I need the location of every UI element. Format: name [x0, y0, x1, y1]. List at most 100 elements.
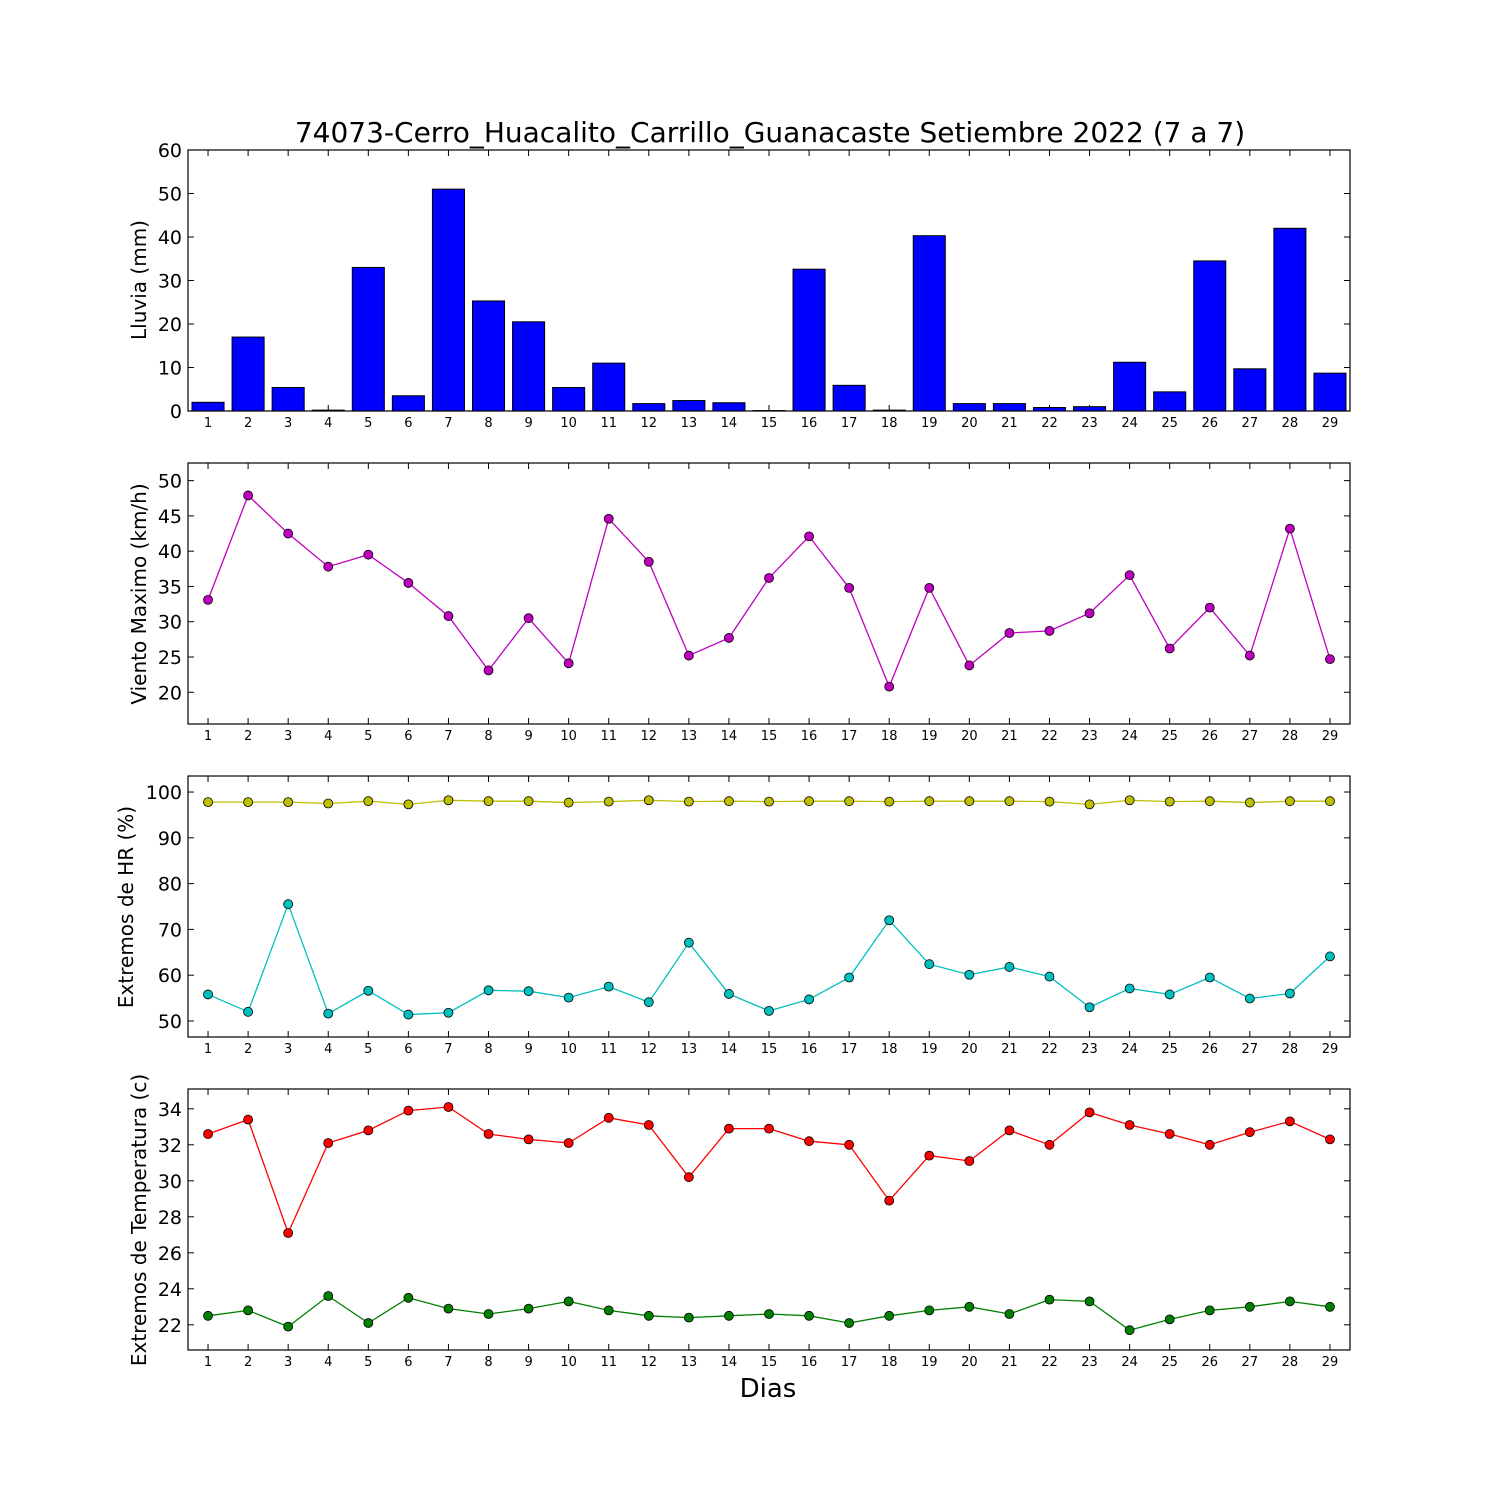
rain-xtick-label: 26 [1201, 416, 1218, 431]
wind-xtick-label: 12 [641, 729, 658, 744]
rain-bar [1273, 227, 1307, 412]
humidity-xtick-label: 29 [1322, 1042, 1339, 1057]
humidity-point [203, 797, 213, 807]
humidity-point [764, 1006, 774, 1016]
humidity-point [683, 796, 694, 807]
wind-point [323, 561, 334, 572]
wind-ytick-label: 45 [158, 506, 182, 528]
rain-bar [471, 300, 506, 412]
humidity-point [643, 795, 654, 806]
humidity-xtick-label: 11 [600, 1042, 617, 1057]
rain-xtick-label: 24 [1121, 416, 1138, 431]
temperature-xtick-label: 3 [284, 1355, 292, 1370]
wind-point [643, 556, 654, 567]
wind-point [804, 531, 814, 542]
humidity-point [483, 796, 494, 807]
wind-xtick-label: 13 [681, 729, 698, 744]
wind-point [1004, 628, 1015, 638]
temperature-point [203, 1129, 213, 1139]
rain-xtick-label: 6 [404, 416, 412, 431]
wind-point [724, 633, 734, 643]
rain-bar [672, 400, 706, 412]
humidity-point [844, 972, 855, 983]
wind-point [403, 578, 414, 588]
humidity-point [924, 959, 935, 970]
temperature-xtick-label: 20 [961, 1355, 978, 1370]
rain-xtick-label: 8 [484, 416, 492, 431]
humidity-point [884, 796, 895, 807]
rain-bar [792, 268, 826, 412]
wind-xtick-label: 24 [1121, 729, 1138, 744]
rain-ytick-label: 60 [158, 140, 182, 162]
wind-ytick-label: 50 [158, 471, 182, 493]
rain-xtick-label: 22 [1041, 416, 1058, 431]
humidity-point [1284, 796, 1295, 807]
wind-xtick-label: 9 [524, 729, 532, 744]
humidity-point [523, 986, 534, 997]
temperature-point [323, 1138, 334, 1148]
rain-ylabel: Lluvia (mm) [127, 220, 151, 340]
temperature-point [1164, 1314, 1175, 1325]
humidity-xtick-label: 9 [524, 1042, 532, 1057]
wind-point [764, 573, 774, 583]
temperature-axes-frame [187, 1088, 1351, 1351]
rain-xtick-label: 20 [961, 416, 978, 431]
temperature-xtick-label: 5 [364, 1355, 372, 1370]
rain-xtick-label: 10 [560, 416, 577, 431]
rain-xtick-label: 14 [721, 416, 738, 431]
temperature-point [804, 1136, 814, 1147]
wind-xtick-label: 10 [560, 729, 577, 744]
humidity-point [764, 796, 774, 807]
temperature-point [804, 1310, 814, 1321]
rain-bar [431, 188, 465, 412]
temperature-point [924, 1150, 935, 1161]
humidity-point [804, 796, 814, 807]
rain-xtick-label: 18 [881, 416, 898, 431]
wind-ylabel: Viento Maximo (km/h) [127, 483, 151, 704]
wind-point [1164, 643, 1175, 654]
wind-ytick-label: 20 [158, 682, 182, 704]
temperature-point [1044, 1294, 1055, 1305]
temperature-xtick-label: 7 [444, 1355, 452, 1370]
wind-point [243, 490, 254, 501]
humidity-xtick-label: 12 [641, 1042, 658, 1057]
temperature-xtick-label: 4 [324, 1355, 332, 1370]
wind-xtick-label: 21 [1001, 729, 1018, 744]
temperature-point [323, 1291, 334, 1301]
rain-xtick-label: 16 [801, 416, 818, 431]
x-axis-label: Dias [740, 1374, 797, 1404]
humidity-point [1004, 962, 1015, 972]
temperature-point [483, 1129, 494, 1139]
humidity-point [243, 1006, 254, 1017]
rain-bar [1113, 361, 1147, 412]
temperature-point [243, 1305, 254, 1316]
temperature-point [1044, 1139, 1055, 1150]
temperature-xtick-label: 2 [244, 1355, 252, 1370]
temperature-point [363, 1125, 374, 1136]
temperature-xtick-label: 8 [484, 1355, 492, 1370]
humidity-xtick-label: 24 [1121, 1042, 1138, 1057]
wind-xtick-label: 27 [1242, 729, 1259, 744]
wind-point [523, 613, 534, 624]
rain-bar [712, 402, 746, 412]
temperature-point [1164, 1129, 1175, 1139]
humidity-xtick-label: 18 [881, 1042, 898, 1057]
rain-xtick-label: 19 [921, 416, 938, 431]
rain-bar [231, 336, 265, 412]
temperature-point [884, 1310, 895, 1321]
rain-xtick-label: 3 [284, 416, 292, 431]
humidity-xtick-label: 7 [444, 1042, 452, 1057]
humidity-point [804, 994, 814, 1005]
wind-xtick-label: 17 [841, 729, 858, 744]
temperature-xtick-label: 18 [881, 1355, 898, 1370]
wind-xtick-label: 6 [404, 729, 412, 744]
temperature-point [1004, 1125, 1015, 1136]
rain-bar [832, 384, 866, 412]
wind-xtick-label: 26 [1201, 729, 1218, 744]
humidity-ytick-label: 80 [158, 874, 182, 896]
rain-xtick-label: 9 [524, 416, 532, 431]
wind-series-line-1 [207, 494, 1331, 689]
